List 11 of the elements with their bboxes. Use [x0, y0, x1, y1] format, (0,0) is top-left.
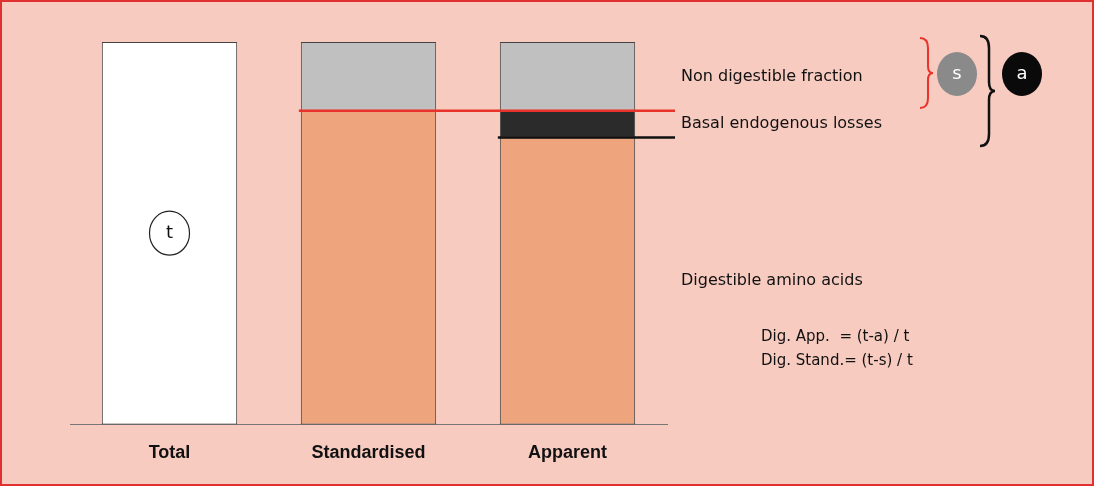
x-tick-label: Total: [148, 442, 191, 463]
text: Dig. App. = (t-a) / t: [761, 326, 910, 345]
annotation: t: [165, 220, 174, 242]
text: a: [1016, 61, 1028, 83]
text: Dig. Stand.= (t-s) / t: [761, 350, 913, 369]
text: Basal endogenous losses: [681, 113, 882, 133]
x-tick-label: Apparent: [527, 442, 608, 463]
text: Non digestible fraction: [681, 65, 863, 85]
x-tick-label: Standardised: [311, 442, 426, 463]
text: s: [952, 61, 962, 83]
text: Digestible amino acids: [681, 270, 863, 290]
